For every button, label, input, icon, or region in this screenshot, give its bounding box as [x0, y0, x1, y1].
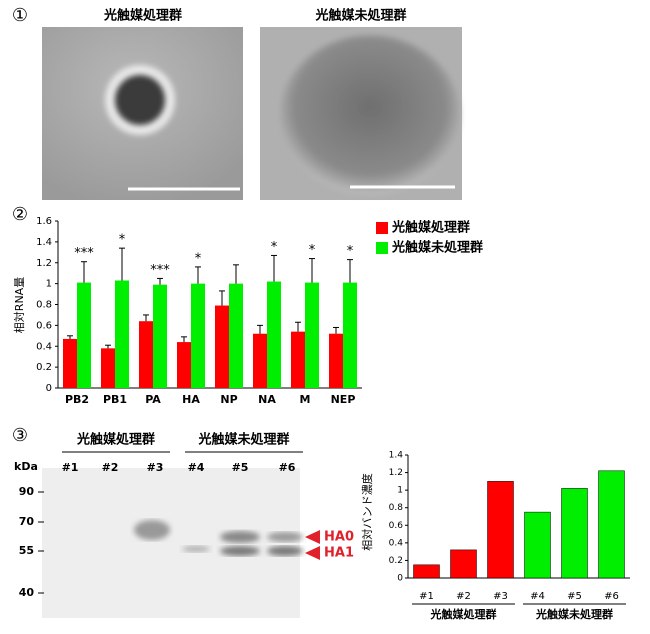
micrograph-label: 光触媒未処理群 [314, 8, 406, 24]
bar [561, 488, 588, 579]
x-tick-label: M [300, 393, 311, 406]
significance: *** [74, 246, 94, 261]
y-tick-label: 1.4 [36, 237, 52, 248]
legend-label: 光触媒処理群 [391, 220, 470, 236]
bar [329, 333, 343, 388]
marker-label: 55 [19, 544, 34, 557]
x-tick-label: #2 [456, 591, 471, 602]
blot-image [42, 468, 303, 618]
y-tick-label: 0.6 [36, 320, 52, 331]
marker-label: 70 [19, 515, 35, 528]
y-tick-label: 1.4 [389, 451, 404, 461]
group-label: 光触媒未処理群 [197, 432, 289, 448]
y-tick-label: 0 [397, 574, 403, 584]
marker-label: 40 [19, 586, 35, 599]
bar [229, 283, 243, 388]
x-tick-label: PB1 [103, 393, 127, 406]
significance: * [309, 243, 316, 258]
x-tick-label: #1 [419, 591, 434, 602]
group-label: 光触媒未処理群 [535, 607, 613, 621]
legend-label: 光触媒未処理群 [391, 240, 483, 256]
bar [413, 564, 440, 579]
x-tick-label: #4 [530, 591, 545, 602]
y-tick-label: 1.2 [36, 258, 52, 269]
bar [63, 338, 77, 388]
bar [267, 281, 281, 388]
band-label: HA1 [324, 546, 354, 561]
bar [101, 348, 115, 388]
marker-label: 90 [19, 485, 35, 498]
x-tick-label: NP [220, 393, 237, 406]
lane-label: #1 [62, 461, 79, 474]
y-tick-label: 0.6 [389, 521, 404, 531]
bar [450, 549, 477, 579]
y-axis-label: 相対バンド濃度 [360, 473, 374, 551]
y-tick-label: 0.2 [389, 556, 403, 566]
y-tick-label: 1 [397, 486, 403, 496]
x-tick-label: #3 [493, 591, 508, 602]
bar [191, 283, 205, 388]
y-tick-label: 0.4 [36, 341, 52, 352]
group-label: 光触媒処理群 [430, 607, 497, 621]
x-tick-label: HA [182, 393, 200, 406]
micrograph-label: 光触媒処理群 [103, 8, 182, 24]
lane-label: #3 [147, 461, 164, 474]
lane-label: #4 [188, 461, 205, 474]
bar [253, 333, 267, 388]
bar [487, 481, 514, 579]
significance: * [347, 244, 354, 259]
y-tick-label: 0 [46, 383, 52, 394]
lane-label: #5 [232, 461, 249, 474]
significance: * [195, 251, 202, 266]
bar [305, 282, 319, 388]
micrograph [260, 27, 462, 200]
bar [153, 284, 167, 388]
band-arrow [305, 546, 320, 560]
x-tick-label: #6 [604, 591, 619, 602]
significance: * [119, 233, 126, 248]
y-tick-label: 1.2 [389, 468, 403, 478]
y-tick-label: 0.4 [389, 538, 404, 548]
y-axis-label: 相対RNA量 [12, 277, 26, 333]
bar [139, 321, 153, 388]
micrograph [42, 27, 243, 200]
unit-label: kDa [14, 460, 38, 473]
y-tick-label: 0.8 [36, 300, 52, 311]
panel-label: ③ [12, 425, 28, 446]
significance: * [271, 240, 278, 255]
bar [115, 280, 129, 388]
lane-label: #2 [102, 461, 119, 474]
bar [215, 305, 229, 388]
x-tick-label: #5 [567, 591, 582, 602]
bar [291, 331, 305, 388]
bar [343, 282, 357, 388]
band-label: HA0 [324, 530, 354, 545]
legend-swatch [376, 242, 388, 254]
lane-label: #6 [279, 461, 296, 474]
x-tick-label: PA [145, 393, 161, 406]
x-tick-label: NA [258, 393, 276, 406]
significance: *** [150, 263, 170, 278]
bar [177, 342, 191, 388]
y-tick-label: 0.8 [389, 503, 404, 513]
x-tick-label: PB2 [65, 393, 89, 406]
legend-swatch [376, 222, 388, 234]
panel-label: ② [12, 204, 28, 225]
x-tick-label: NEP [331, 393, 356, 406]
group-label: 光触媒処理群 [76, 432, 155, 448]
bar [77, 282, 91, 388]
y-tick-label: 1.6 [36, 216, 52, 227]
y-tick-label: 1 [46, 279, 52, 290]
panel-label: ① [12, 5, 28, 26]
y-tick-label: 0.2 [36, 362, 52, 373]
bar [524, 511, 551, 579]
band-arrow [305, 530, 320, 544]
bar [598, 470, 625, 579]
